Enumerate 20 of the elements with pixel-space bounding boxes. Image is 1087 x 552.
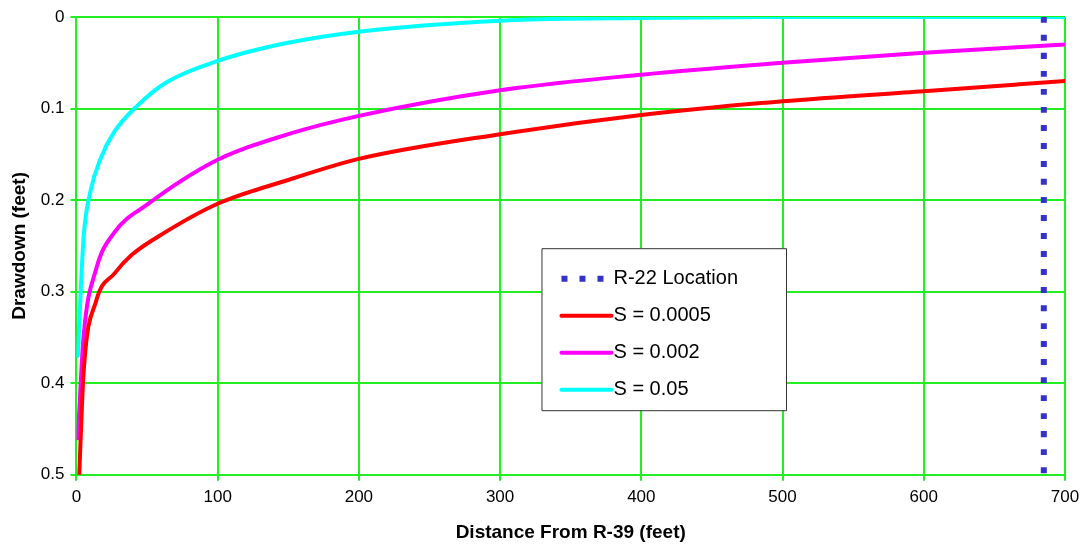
y-tick-label: 0.4 [40, 372, 65, 392]
y-tick-label: 0.3 [40, 281, 65, 301]
y-tick-label: 0.2 [40, 189, 65, 209]
x-axis-title: Distance From R-39 (feet) [455, 520, 686, 542]
x-tick-label: 700 [1050, 486, 1080, 506]
x-tick-label: 400 [627, 486, 656, 506]
x-tick-label: 0 [71, 486, 82, 506]
x-tick-label: 200 [344, 486, 374, 506]
x-tick-label: 100 [203, 486, 232, 506]
y-tick-label: 0.5 [40, 464, 65, 484]
y-axis-title: Drawdown (feet) [7, 172, 29, 320]
x-tick-label: 500 [768, 486, 797, 506]
legend-label: S = 0.05 [613, 377, 689, 400]
legend-label: S = 0.002 [613, 340, 700, 363]
y-tick-label: 0.1 [40, 98, 65, 118]
legend-label: R-22 Location [613, 266, 739, 289]
y-tick-label: 0 [54, 6, 65, 26]
x-tick-label: 300 [485, 486, 515, 506]
x-tick-label: 600 [909, 486, 938, 506]
legend-label: S = 0.0005 [613, 303, 711, 326]
